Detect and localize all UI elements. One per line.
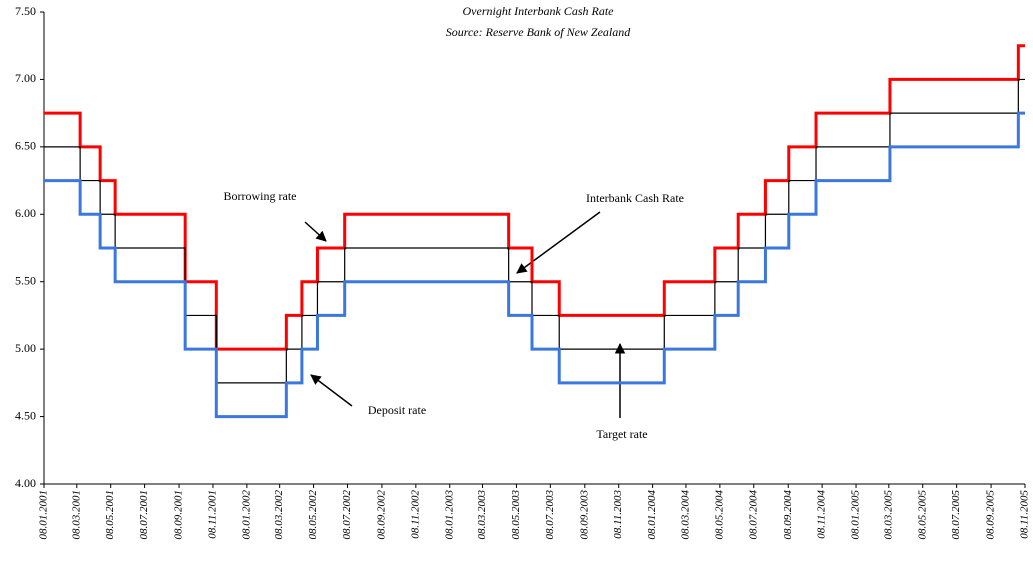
- y-tick-label: 6.00: [15, 206, 36, 220]
- series-line: [44, 44, 1025, 351]
- y-tick-label: 6.50: [15, 139, 36, 153]
- x-tick-label: 08.09.2005: [985, 489, 997, 539]
- x-tick-label: 08.03.2003: [476, 489, 488, 539]
- annotation: Target rate: [596, 427, 647, 441]
- x-tick-label: 08.01.2003: [443, 490, 455, 540]
- x-tick-label: 08.03.2002: [273, 490, 285, 540]
- x-tick-label: 08.03.2001: [70, 490, 82, 540]
- annotation: Borrowing rate: [224, 189, 297, 203]
- x-tick-label: 08.09.2004: [782, 490, 794, 540]
- x-tick-label: 08.11.2004: [816, 490, 828, 539]
- annotation: Interbank Cash Rate: [586, 191, 684, 205]
- x-tick-label: 08.05.2002: [307, 490, 319, 540]
- chart-title: Overnight Interbank Cash Rate: [463, 4, 615, 18]
- x-tick-label: 08.11.2003: [612, 490, 624, 539]
- x-tick-label: 08.11.2005: [1019, 490, 1031, 539]
- x-tick-label: 08.09.2002: [375, 490, 387, 540]
- arrow: [310, 374, 353, 407]
- x-tick-label: 08.05.2005: [916, 490, 928, 540]
- x-tick-label: 08.01.2004: [646, 490, 658, 540]
- y-tick-label: 4.00: [15, 476, 36, 490]
- x-tick-label: 08.05.2003: [510, 490, 522, 540]
- x-tick-label: 08.11.2001: [206, 490, 218, 539]
- series-line: [44, 78, 1025, 384]
- x-tick-label: 08.07.2001: [138, 490, 150, 540]
- series-line: [44, 111, 1025, 419]
- y-tick-label: 7.50: [15, 4, 36, 18]
- x-tick-label: 08.09.2003: [578, 490, 590, 540]
- x-tick-label: 08.05.2004: [713, 490, 725, 540]
- y-tick-label: 4.50: [15, 408, 36, 422]
- y-tick-label: 5.00: [15, 341, 36, 355]
- chart-subtitle: Source: Reserve Bank of New Zealand: [446, 25, 632, 39]
- x-tick-label: 08.07.2004: [747, 490, 759, 540]
- y-tick-label: 7.00: [15, 71, 36, 85]
- x-tick-label: 08.03.2004: [679, 490, 691, 540]
- x-tick-label: 08.05.2001: [104, 490, 116, 540]
- x-tick-label: 08.11.2002: [409, 490, 421, 539]
- x-tick-label: 08.07.2002: [341, 490, 353, 540]
- x-tick-label: 08.07.2005: [950, 490, 962, 540]
- arrow: [304, 221, 327, 242]
- x-tick-label: 08.09.2001: [173, 490, 185, 540]
- x-tick-label: 08.03.2005: [882, 490, 894, 540]
- x-tick-label: 08.01.2002: [240, 490, 252, 540]
- x-tick-label: 08.01.2001: [38, 490, 50, 540]
- x-tick-label: 08.07.2003: [544, 490, 556, 540]
- y-tick-label: 5.50: [15, 273, 36, 287]
- x-tick-label: 08.01.2005: [850, 490, 862, 540]
- annotation: Deposit rate: [368, 403, 426, 417]
- arrow: [516, 211, 601, 274]
